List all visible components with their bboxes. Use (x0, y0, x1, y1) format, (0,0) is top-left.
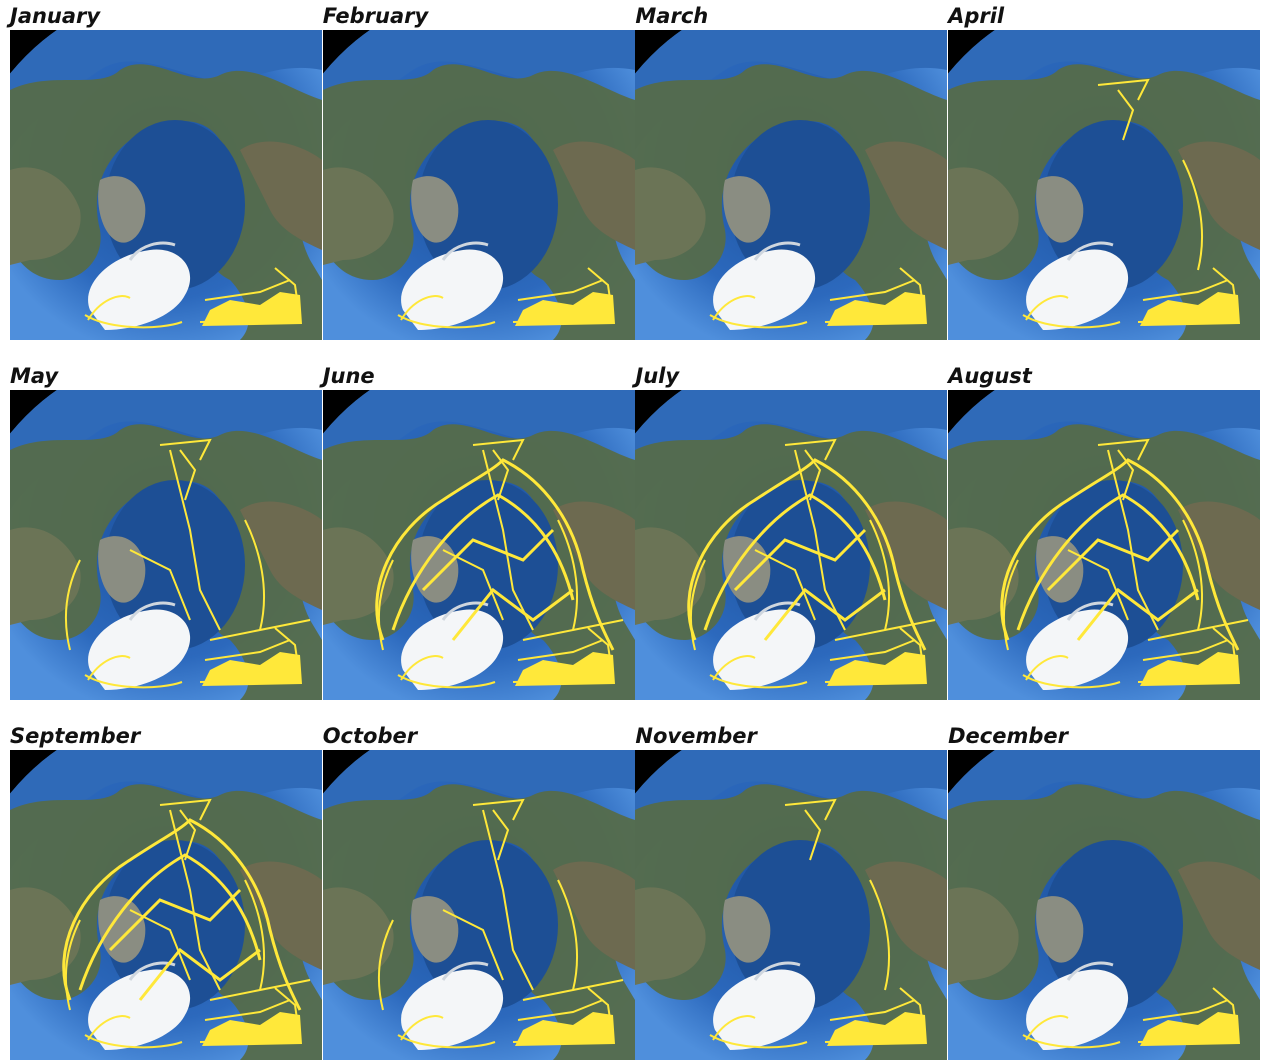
arctic-map (948, 750, 1260, 1060)
map-base (10, 390, 322, 700)
arctic-map (635, 750, 947, 1060)
map-base (323, 750, 635, 1060)
arctic-map (948, 390, 1260, 700)
map-base (323, 30, 635, 340)
map-base (323, 390, 635, 700)
month-label: July (635, 362, 679, 390)
arctic-map (948, 30, 1260, 340)
map-base (635, 750, 947, 1060)
month-label: October (323, 722, 417, 750)
month-label: June (323, 362, 375, 390)
arctic-map (323, 30, 635, 340)
month-label: February (323, 2, 429, 30)
map-base (948, 390, 1260, 700)
arctic-map (323, 750, 635, 1060)
arctic-map (635, 30, 947, 340)
map-base (10, 750, 322, 1060)
month-label: May (10, 362, 58, 390)
map-base (948, 30, 1260, 340)
page: January February March April May June July Augu… (0, 0, 1262, 1059)
arctic-map (323, 390, 635, 700)
map-base (635, 390, 947, 700)
month-label: November (635, 722, 756, 750)
month-label: March (635, 2, 708, 30)
map-base (635, 30, 947, 340)
month-label: January (10, 2, 100, 30)
month-label: December (948, 722, 1068, 750)
arctic-map (635, 390, 947, 700)
map-base (948, 750, 1260, 1060)
month-label: September (10, 722, 140, 750)
arctic-map (10, 750, 322, 1060)
arctic-map (10, 390, 322, 700)
arctic-map (10, 30, 322, 340)
month-label: April (948, 2, 1004, 30)
map-base (10, 30, 322, 340)
month-label: August (948, 362, 1032, 390)
